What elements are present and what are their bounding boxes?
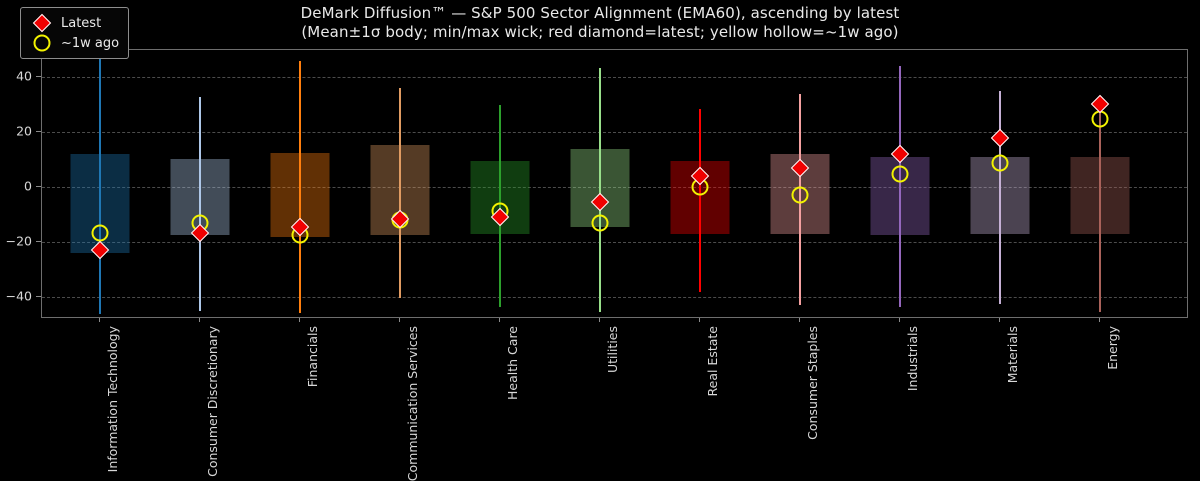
legend-item-week-ago: ~1w ago [27, 33, 119, 53]
x-axis-tick [299, 318, 300, 322]
gridline [42, 297, 1187, 298]
chart-title: DeMark Diffusion™ — S&P 500 Sector Align… [0, 4, 1200, 23]
x-axis-tick [99, 318, 100, 322]
x-axis-tick-label: Financials [305, 326, 320, 387]
red-diamond-icon [27, 13, 57, 33]
y-axis-tick-label: −40 [0, 289, 32, 304]
x-axis-tick-label: Information Technology [105, 326, 120, 472]
x-axis-tick [199, 318, 200, 322]
chart-legend: Latest ~1w ago [20, 7, 129, 59]
week-ago-marker [892, 165, 909, 182]
x-axis-tick-label: Real Estate [705, 326, 720, 396]
legend-item-latest: Latest [27, 13, 119, 33]
legend-label-week-ago: ~1w ago [57, 36, 119, 51]
gridline [42, 242, 1187, 243]
week-ago-marker [992, 154, 1009, 171]
y-axis-tick-label: 40 [0, 69, 32, 84]
x-axis-tick [799, 318, 800, 322]
x-axis-tick-label: Utilities [605, 326, 620, 373]
x-axis-tick [599, 318, 600, 322]
x-axis-tick-label: Consumer Discretionary [205, 326, 220, 477]
legend-label-latest: Latest [57, 16, 101, 31]
sigma-body [1071, 157, 1130, 234]
x-axis-tick-label: Materials [1005, 326, 1020, 383]
yellow-hollow-circle-icon [27, 33, 57, 53]
gridline [42, 132, 1187, 133]
latest-marker [1091, 94, 1109, 112]
chart-title-block: DeMark Diffusion™ — S&P 500 Sector Align… [0, 4, 1200, 42]
week-ago-marker [92, 224, 109, 241]
x-axis-tick [399, 318, 400, 322]
week-ago-marker [792, 187, 809, 204]
chart-figure: DeMark Diffusion™ — S&P 500 Sector Align… [0, 0, 1200, 480]
x-axis-tick-label: Communication Services [405, 326, 420, 481]
y-axis-tick-label: 0 [0, 179, 32, 194]
plot-area [41, 49, 1188, 318]
week-ago-marker [592, 214, 609, 231]
x-axis-tick [999, 318, 1000, 322]
x-axis-tick-label: Industrials [905, 326, 920, 391]
x-axis-tick [699, 318, 700, 322]
x-axis-tick-label: Consumer Staples [805, 326, 820, 440]
y-axis-tick-label: −20 [0, 234, 32, 249]
x-axis-tick [899, 318, 900, 322]
x-axis-tick [499, 318, 500, 322]
x-axis-tick-label: Health Care [505, 326, 520, 400]
x-axis-tick [1099, 318, 1100, 322]
x-axis-tick-label: Energy [1105, 326, 1120, 370]
y-axis-tick-label: 20 [0, 124, 32, 139]
chart-subtitle: (Mean±1σ body; min/max wick; red diamond… [0, 23, 1200, 42]
gridline [42, 77, 1187, 78]
